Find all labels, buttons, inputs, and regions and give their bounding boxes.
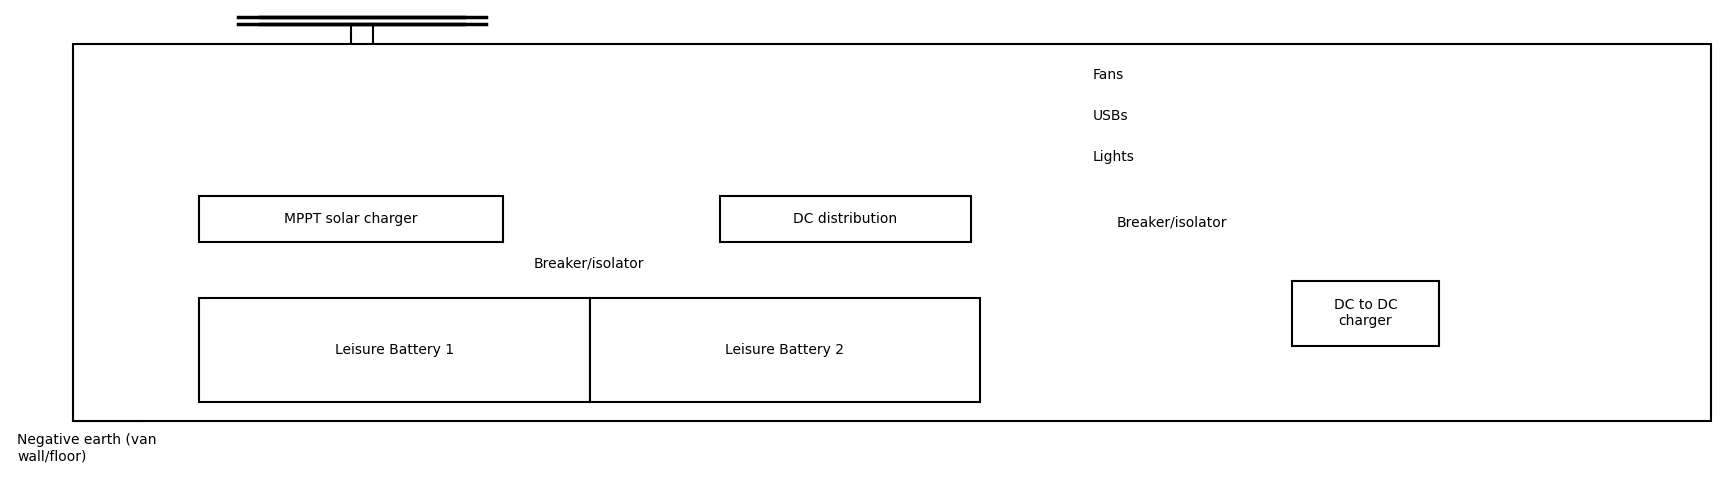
Text: Negative earth (van
wall/floor): Negative earth (van wall/floor) [17,433,156,463]
Bar [1292,281,1439,346]
Bar [720,196,971,242]
Bar [199,196,503,242]
Text: USBs: USBs [1092,109,1129,123]
Text: Lights: Lights [1092,151,1134,164]
Text: Breaker/isolator: Breaker/isolator [534,257,645,271]
Bar [590,298,980,402]
Text: Fans: Fans [1092,68,1124,82]
Bar [199,298,590,402]
Text: DC to DC
charger: DC to DC charger [1333,298,1398,329]
Text: DC distribution: DC distribution [792,212,898,226]
Text: Breaker/isolator: Breaker/isolator [1117,216,1228,230]
Text: Leisure Battery 1: Leisure Battery 1 [335,343,454,357]
Text: Leisure Battery 2: Leisure Battery 2 [725,343,844,357]
Text: MPPT solar charger: MPPT solar charger [284,212,418,226]
Bar [73,44,1711,421]
